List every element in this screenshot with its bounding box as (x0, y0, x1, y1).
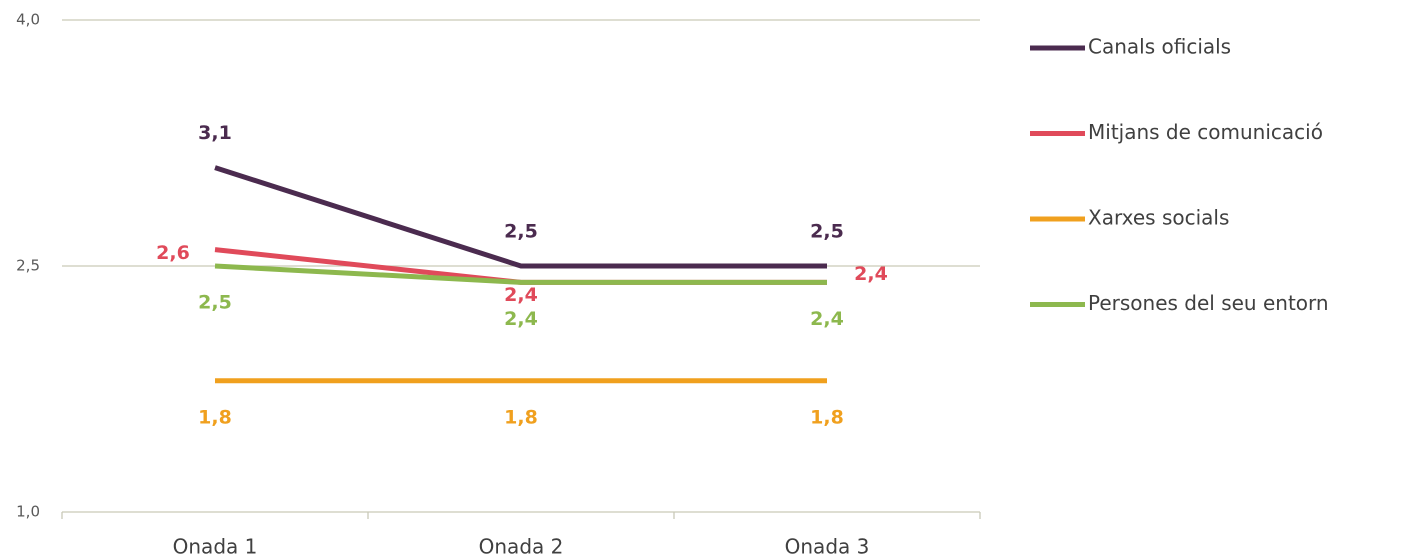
data-label: 2,4 (810, 308, 844, 330)
data-label: 2,4 (504, 284, 538, 306)
x-tick-label: Onada 3 (785, 535, 870, 558)
series-line (214, 263, 827, 285)
x-tick-label: Onada 1 (173, 535, 258, 558)
data-label: 2,5 (810, 221, 844, 243)
data-label: 2,4 (854, 263, 888, 285)
data-label: 3,1 (198, 122, 232, 144)
y-tick-label: 4,0 (16, 11, 40, 29)
legend-label: Mitjans de comunicació (1088, 120, 1323, 144)
data-label: 2,5 (198, 292, 232, 314)
x-tick-label: Onada 2 (479, 535, 564, 558)
legend-label: Canals oficials (1088, 35, 1231, 59)
y-tick-label: 2,5 (16, 257, 40, 275)
legend-label: Persones del seu entorn (1088, 291, 1329, 315)
data-label: 1,8 (810, 406, 844, 428)
data-label: 2,4 (504, 308, 538, 330)
data-label: 2,5 (504, 221, 538, 243)
data-label: 2,6 (156, 242, 190, 264)
legend-label: Xarxes socials (1088, 206, 1229, 230)
data-label: 1,8 (504, 406, 538, 428)
series-line (214, 165, 827, 269)
data-label: 1,8 (198, 406, 232, 428)
y-tick-label: 1,0 (16, 503, 40, 521)
